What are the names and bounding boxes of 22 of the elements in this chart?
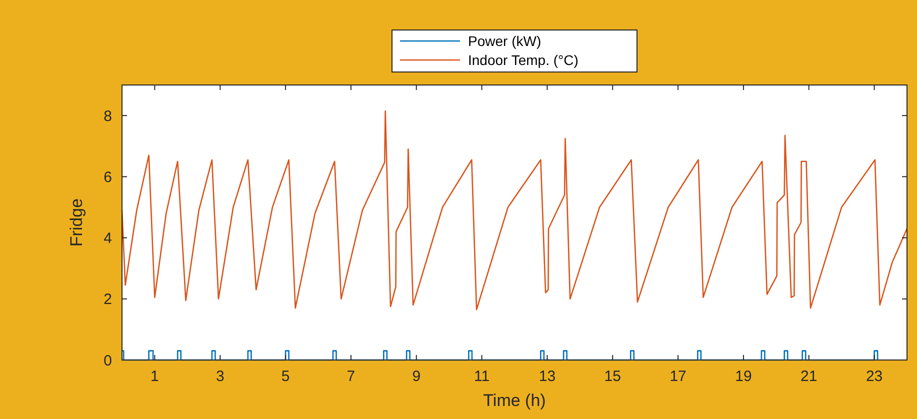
x-tick-label: 3 <box>216 368 224 385</box>
legend-label: Indoor Temp. (°C) <box>468 52 578 68</box>
y-tick-label: 4 <box>104 230 112 248</box>
y-axis-title: Fridge <box>67 198 86 247</box>
x-tick-label: 19 <box>735 368 752 385</box>
x-tick-label: 21 <box>800 368 818 385</box>
y-tick-label: 6 <box>104 168 112 186</box>
line-series <box>121 110 908 310</box>
y-tick-label: 2 <box>104 291 112 308</box>
x-axis-title: Time (h) <box>483 391 546 410</box>
x-tick-label: 7 <box>346 368 356 385</box>
x-tick-label: 9 <box>412 368 421 385</box>
x-tick-label: 15 <box>604 368 621 385</box>
x-tick-label: 13 <box>538 368 556 385</box>
x-tick-label: 23 <box>866 368 883 385</box>
x-tick-label: 5 <box>281 368 290 385</box>
y-tick-label: 8 <box>104 108 112 125</box>
x-tick-label: 11 <box>474 368 490 385</box>
x-tick-label: 17 <box>670 368 686 385</box>
legend-label: Power (kW) <box>468 32 542 49</box>
y-tick-label: 0 <box>104 352 112 370</box>
x-tick-label: 1 <box>150 368 159 385</box>
